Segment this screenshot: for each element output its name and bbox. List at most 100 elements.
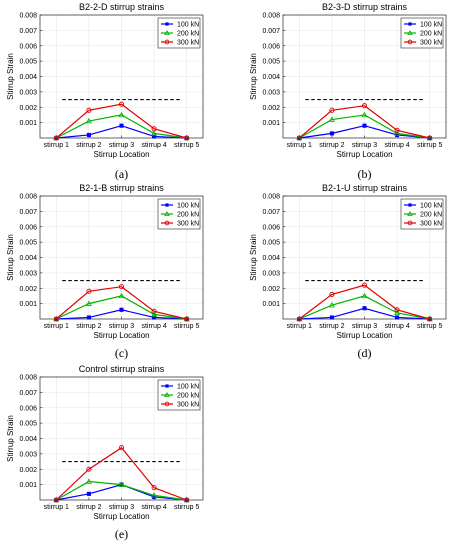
chart-panel: 0.001 0.002 0.003 0.004 0.005 0.006 0.007 0.008… (249, 2, 447, 181)
legend-label: 300 kN (177, 402, 199, 409)
y-tick-label: 0.003 (19, 270, 37, 277)
chart-title: B2-2-D stirrup strains (79, 2, 165, 12)
y-tick-label: 0.002 (262, 286, 280, 293)
y-tick-label: 0.008 (19, 375, 37, 382)
x-tick-label: stirrup 1 (287, 323, 312, 330)
y-axis-label: Stirrup Strain (6, 234, 15, 281)
y-tick-label: 0.001 (19, 301, 37, 308)
x-tick-label: stirrup 4 (384, 142, 409, 149)
y-tick-label: 0.005 (19, 59, 37, 66)
data-point (362, 306, 367, 311)
series-line (298, 284, 430, 320)
legend-marker (408, 203, 412, 207)
legend-marker (407, 220, 413, 226)
series-line (55, 103, 187, 139)
legend-label: 200 kN (177, 212, 199, 219)
y-tick-label: 0.006 (19, 405, 37, 412)
data-point (53, 497, 59, 503)
data-point (86, 132, 91, 137)
data-point (86, 288, 92, 294)
y-tick-label: 0.006 (262, 43, 280, 50)
x-tick-label: stirrup 1 (44, 142, 69, 149)
legend-marker (407, 210, 413, 217)
y-tick-label: 0.001 (262, 120, 280, 127)
y-tick-label: 0.008 (19, 13, 37, 20)
legend-label: 200 kN (420, 212, 442, 219)
data-point (184, 497, 190, 503)
y-tick-label: 0.002 (19, 105, 37, 112)
data-point (296, 316, 302, 322)
x-tick-label: stirrup 3 (109, 504, 134, 511)
legend-marker (164, 210, 170, 217)
data-point (362, 123, 367, 128)
data-point (361, 282, 368, 288)
data-point (86, 491, 91, 496)
y-axis-label: Stirrup Strain (6, 415, 15, 462)
x-tick-label: stirrup 5 (417, 142, 442, 149)
y-tick-label: 0.007 (19, 209, 37, 216)
y-tick-label: 0.005 (19, 240, 37, 247)
y-tick-label: 0.004 (19, 74, 37, 81)
y-axis-label: Stirrup Strain (249, 234, 258, 281)
y-tick-label: 0.001 (19, 482, 37, 489)
legend-marker (407, 29, 413, 35)
data-point (152, 315, 157, 320)
data-point (328, 301, 335, 308)
x-tick-label: stirrup 4 (141, 142, 166, 149)
y-tick-label: 0.007 (19, 390, 37, 397)
legend-marker (164, 39, 170, 45)
panel-caption: (b) (358, 167, 372, 181)
y-tick-label: 0.003 (19, 451, 37, 458)
y-tick-label: 0.002 (262, 105, 280, 112)
data-point (85, 300, 92, 306)
data-point (427, 135, 433, 141)
x-tick-label: stirrup 3 (109, 142, 134, 149)
data-point (328, 116, 335, 122)
series-line (55, 286, 187, 320)
data-point (361, 111, 368, 118)
x-tick-label: stirrup 3 (109, 323, 134, 330)
x-tick-label: stirrup 3 (352, 142, 377, 149)
data-point (151, 311, 158, 317)
legend-marker (165, 203, 169, 207)
data-point (151, 492, 158, 498)
y-tick-label: 0.008 (262, 13, 280, 20)
legend-label: 100 kN (177, 203, 199, 210)
y-tick-label: 0.004 (19, 255, 37, 262)
data-point (361, 292, 368, 299)
series-line (56, 480, 187, 501)
data-point (427, 316, 433, 322)
panel-caption: (a) (115, 167, 128, 181)
data-point (118, 101, 125, 107)
legend-marker (165, 384, 169, 388)
x-tick-label: stirrup 2 (76, 504, 101, 511)
x-axis-label: Stirrup Location (93, 512, 149, 521)
data-point (151, 308, 157, 314)
legend-label: 100 kN (177, 384, 199, 391)
x-tick-label: stirrup 2 (76, 142, 101, 149)
data-point (118, 111, 125, 118)
y-axis-label: Stirrup Strain (249, 53, 258, 100)
chart-panel: 0.001 0.002 0.003 0.004 0.005 0.006 0.007 0.008… (6, 2, 204, 181)
chart-title: B2-1-U stirrup strains (322, 183, 408, 193)
x-tick-label: stirrup 1 (44, 323, 69, 330)
legend-label: 200 kN (420, 31, 442, 38)
data-point (86, 315, 91, 320)
x-tick-label: stirrup 3 (352, 323, 377, 330)
legend-label: 300 kN (420, 221, 442, 228)
data-point (184, 135, 190, 141)
series-line (298, 105, 430, 139)
data-point (394, 130, 401, 136)
y-tick-label: 0.004 (262, 255, 280, 262)
data-point (329, 291, 335, 297)
chart-panel: 0.001 0.002 0.003 0.004 0.005 0.006 0.007 0.008… (6, 183, 204, 360)
chart-panel: 0.001 0.002 0.003 0.004 0.005 0.006 0.007 0.008… (249, 183, 447, 360)
data-point (118, 284, 125, 290)
y-tick-label: 0.008 (262, 194, 280, 201)
series-line (299, 295, 430, 320)
y-tick-label: 0.005 (19, 421, 37, 428)
data-point (85, 478, 92, 484)
x-tick-label: stirrup 2 (319, 142, 344, 149)
data-point (296, 135, 302, 141)
